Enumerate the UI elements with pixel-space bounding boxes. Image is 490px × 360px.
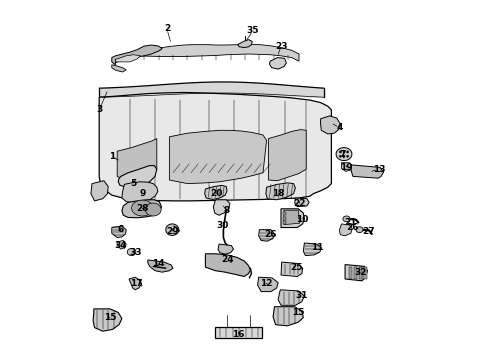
Text: 6: 6 — [118, 225, 124, 234]
Polygon shape — [356, 227, 363, 233]
Polygon shape — [117, 240, 126, 249]
Text: 22: 22 — [294, 199, 306, 208]
Polygon shape — [127, 248, 136, 256]
Polygon shape — [117, 139, 157, 180]
Polygon shape — [170, 130, 267, 184]
Text: 3: 3 — [96, 105, 102, 114]
Polygon shape — [320, 116, 341, 134]
Polygon shape — [116, 44, 299, 63]
Polygon shape — [122, 182, 158, 203]
Polygon shape — [294, 198, 309, 207]
Text: 5: 5 — [130, 179, 137, 188]
Polygon shape — [99, 93, 331, 201]
Polygon shape — [284, 210, 300, 225]
Text: 10: 10 — [295, 215, 308, 224]
Text: 19: 19 — [340, 163, 353, 172]
Polygon shape — [258, 277, 278, 292]
Text: 35: 35 — [246, 26, 259, 35]
Polygon shape — [342, 163, 353, 171]
Polygon shape — [343, 155, 345, 157]
Text: 29: 29 — [166, 227, 178, 236]
Polygon shape — [339, 224, 352, 236]
Text: 34: 34 — [115, 241, 127, 250]
Polygon shape — [339, 155, 342, 157]
Polygon shape — [146, 203, 161, 216]
Text: 20: 20 — [211, 189, 223, 198]
Polygon shape — [148, 260, 173, 272]
Text: 4: 4 — [336, 123, 343, 132]
Text: 16: 16 — [232, 330, 245, 338]
Polygon shape — [129, 277, 141, 290]
Polygon shape — [363, 267, 367, 279]
Text: 11: 11 — [312, 243, 324, 252]
Polygon shape — [213, 200, 230, 215]
Polygon shape — [354, 267, 357, 279]
Polygon shape — [122, 200, 162, 218]
Polygon shape — [112, 65, 126, 72]
Text: 13: 13 — [373, 165, 385, 174]
Polygon shape — [166, 224, 179, 235]
Polygon shape — [346, 155, 349, 157]
Polygon shape — [112, 226, 126, 238]
Polygon shape — [343, 151, 345, 153]
Polygon shape — [283, 217, 286, 220]
Polygon shape — [259, 230, 274, 241]
Text: 1: 1 — [109, 152, 115, 161]
Polygon shape — [118, 166, 157, 187]
Text: 24: 24 — [221, 256, 234, 264]
Polygon shape — [216, 327, 262, 338]
Text: 31: 31 — [295, 292, 308, 300]
Polygon shape — [218, 244, 233, 254]
Polygon shape — [273, 307, 303, 326]
Polygon shape — [303, 243, 321, 256]
Polygon shape — [283, 221, 286, 224]
Text: 25: 25 — [290, 263, 302, 272]
Polygon shape — [349, 267, 352, 279]
Polygon shape — [112, 45, 162, 65]
Polygon shape — [270, 58, 286, 69]
Polygon shape — [132, 200, 153, 216]
Polygon shape — [283, 212, 286, 215]
Text: 2: 2 — [164, 24, 170, 33]
Text: 17: 17 — [130, 279, 143, 288]
Polygon shape — [269, 130, 306, 181]
Text: 27: 27 — [362, 227, 374, 236]
Text: 26: 26 — [346, 223, 359, 232]
Polygon shape — [339, 151, 342, 153]
Text: 28: 28 — [136, 204, 148, 213]
Text: 12: 12 — [260, 279, 272, 288]
Text: 18: 18 — [272, 189, 284, 198]
Text: 32: 32 — [355, 269, 367, 277]
Polygon shape — [281, 209, 304, 228]
Polygon shape — [266, 183, 295, 200]
Polygon shape — [238, 40, 252, 48]
Text: 15: 15 — [292, 308, 304, 317]
Polygon shape — [359, 267, 363, 279]
Polygon shape — [351, 165, 384, 178]
Text: 7: 7 — [340, 150, 346, 159]
Polygon shape — [346, 151, 349, 153]
Polygon shape — [93, 309, 122, 331]
Text: 14: 14 — [151, 259, 164, 268]
Text: 9: 9 — [139, 189, 146, 198]
Polygon shape — [205, 254, 250, 276]
Polygon shape — [345, 265, 368, 281]
Polygon shape — [91, 181, 108, 201]
Polygon shape — [205, 185, 227, 199]
Polygon shape — [281, 262, 303, 276]
Text: 23: 23 — [275, 42, 287, 51]
Text: 21: 21 — [344, 218, 356, 227]
Text: 33: 33 — [129, 248, 142, 257]
Polygon shape — [278, 290, 304, 305]
Polygon shape — [116, 55, 141, 62]
Text: 8: 8 — [223, 206, 229, 215]
Text: 30: 30 — [217, 220, 229, 230]
Text: 26: 26 — [265, 230, 277, 239]
Text: 15: 15 — [104, 313, 116, 322]
Polygon shape — [336, 148, 352, 161]
Polygon shape — [343, 216, 350, 222]
